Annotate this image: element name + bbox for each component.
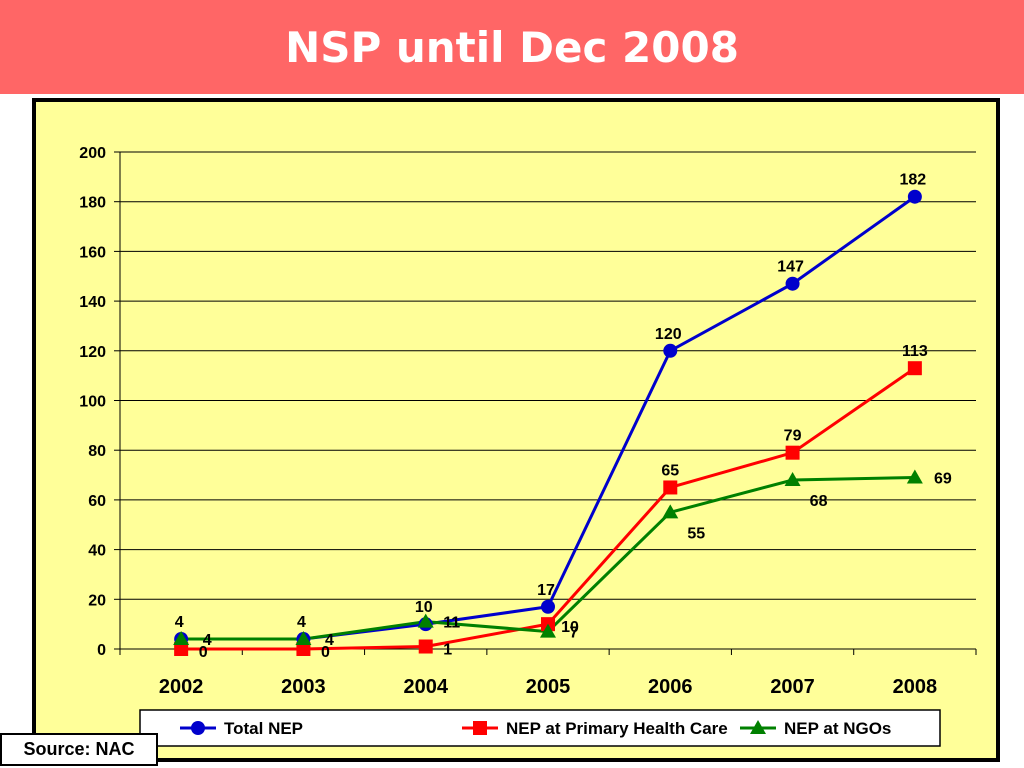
data-point [750, 720, 766, 734]
data-label: 182 [900, 172, 927, 189]
data-label: 4 [175, 614, 184, 631]
data-point [296, 642, 311, 656]
x-tick-label: 2006 [648, 676, 693, 698]
data-label: 10 [561, 619, 579, 636]
y-tick-label: 160 [79, 244, 106, 261]
data-label: 7 [570, 625, 579, 642]
data-point [663, 480, 678, 495]
data-label: 68 [810, 493, 828, 510]
data-point [663, 343, 678, 358]
y-tick-label: 140 [79, 294, 106, 311]
y-tick-label: 200 [79, 145, 106, 162]
data-point [191, 721, 205, 735]
data-point [906, 469, 923, 484]
source-note: Source: NAC [0, 733, 158, 766]
title-bar: NSP until Dec 2008 [0, 0, 1024, 94]
data-label: 0 [199, 644, 208, 661]
data-label: 147 [777, 259, 804, 276]
series-line [181, 195, 916, 641]
data-point [173, 631, 190, 646]
y-tick-label: 80 [88, 443, 106, 460]
data-label: 1 [443, 642, 452, 659]
data-point [785, 445, 800, 460]
data-label: 65 [661, 462, 679, 479]
data-point [418, 639, 433, 654]
y-tick-label: 20 [88, 592, 106, 609]
data-label: 120 [655, 326, 682, 343]
data-label: 69 [934, 471, 952, 488]
legend-label: NEP at NGOs [784, 719, 891, 738]
chart-frame: 0 20 40 60 80 100 120 140 160 180 200 2002 2003 2004 2… [32, 98, 1000, 762]
legend-label: NEP at Primary Health Care [506, 719, 728, 738]
x-tick-label: 2003 [281, 676, 326, 698]
data-point [541, 599, 555, 614]
data-label: 11 [443, 615, 460, 632]
series-line [181, 476, 915, 641]
data-point [785, 276, 800, 291]
data-point [174, 642, 189, 656]
data-point [907, 361, 922, 376]
data-point [784, 472, 801, 487]
x-tick-label: 2002 [159, 676, 204, 698]
data-label: 0 [321, 644, 330, 661]
data-label: 4 [325, 632, 334, 649]
x-tick-label: 2004 [403, 676, 448, 698]
data-label: 10 [415, 599, 433, 616]
slide-title: NSP until Dec 2008 [285, 22, 739, 72]
x-tick-label: 2007 [770, 676, 815, 698]
data-point [662, 504, 679, 519]
data-point [540, 623, 556, 638]
data-label: 4 [297, 614, 306, 631]
data-label: 17 [537, 582, 555, 599]
data-label: 113 [902, 343, 928, 360]
data-point [907, 189, 922, 204]
data-label: 4 [203, 632, 212, 649]
y-tick-label: 100 [79, 394, 106, 411]
y-tick-label: 120 [79, 344, 106, 361]
data-point [417, 613, 434, 628]
y-tick-label: 60 [88, 493, 106, 510]
data-point [295, 631, 312, 646]
data-label: 79 [784, 428, 802, 445]
legend-label: Total NEP [224, 719, 303, 738]
data-point [473, 721, 487, 735]
x-tick-label: 2008 [893, 676, 938, 698]
y-tick-label: 0 [97, 642, 106, 659]
legend-box [139, 709, 941, 747]
data-label: 55 [687, 525, 705, 542]
x-tick-label: 2005 [526, 676, 571, 698]
y-tick-label: 180 [79, 195, 106, 212]
y-tick-label: 40 [88, 543, 106, 560]
